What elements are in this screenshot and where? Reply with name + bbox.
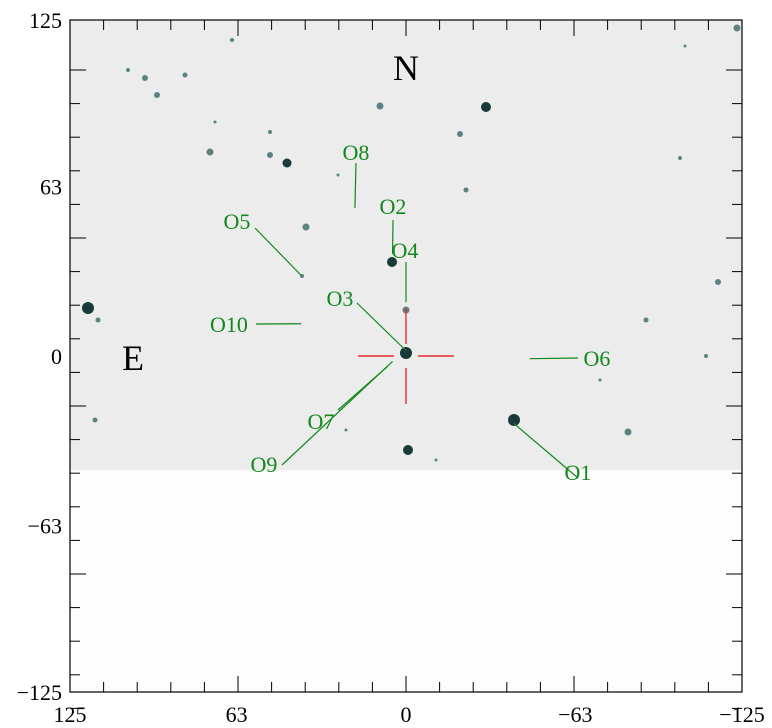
star	[434, 458, 438, 462]
star	[267, 152, 273, 158]
star	[126, 68, 130, 72]
star	[302, 223, 310, 231]
star	[678, 156, 682, 160]
star	[715, 279, 721, 285]
axis-ticks	[69, 20, 743, 709]
object-label-o6: O6	[584, 346, 611, 371]
object-label-o7: O7	[308, 409, 335, 434]
bright-star	[508, 414, 520, 426]
star	[206, 148, 214, 156]
star	[463, 187, 469, 193]
x-tick-label: 63	[226, 702, 248, 727]
star	[598, 378, 602, 382]
bright-star	[282, 158, 292, 168]
star	[376, 102, 384, 110]
star	[154, 92, 160, 98]
background-stars	[82, 24, 741, 462]
object-label-o2: O2	[380, 194, 407, 219]
object-label-o1: O1	[565, 460, 592, 485]
y-tick-label: −125	[17, 680, 62, 705]
x-tick-label: 0	[401, 702, 412, 727]
x-tick-label: 125	[54, 702, 87, 727]
target-crosshair	[358, 308, 454, 404]
compass-east: E	[122, 338, 144, 378]
star	[336, 173, 340, 177]
x-tick-label: −125	[719, 702, 764, 727]
sky-image	[70, 20, 742, 692]
object-label-o5: O5	[224, 209, 251, 234]
leader-line-o1	[513, 422, 579, 479]
star	[213, 120, 217, 124]
leader-line-o8	[354, 162, 357, 209]
leader-line-o9	[281, 360, 393, 466]
y-tick-label: 125	[29, 8, 62, 33]
star	[268, 130, 272, 134]
star	[457, 131, 463, 137]
star	[704, 354, 708, 358]
star	[624, 428, 632, 436]
object-label-o4: O4	[392, 238, 419, 263]
star	[683, 44, 687, 48]
compass-north: N	[393, 48, 419, 88]
bright-star	[403, 445, 413, 455]
star	[142, 75, 148, 81]
x-tick-label: −63	[558, 702, 592, 727]
star	[344, 428, 348, 432]
object-label-o10: O10	[210, 312, 248, 337]
star	[95, 317, 101, 323]
star	[643, 317, 649, 323]
bright-star	[400, 347, 412, 359]
object-label-o8: O8	[343, 140, 370, 165]
y-tick-label: 0	[51, 344, 62, 369]
y-tick-label: 63	[40, 175, 62, 200]
leader-line-o3	[356, 302, 407, 352]
star	[182, 72, 188, 78]
star	[733, 24, 741, 32]
star	[230, 38, 234, 42]
object-label-o9: O9	[251, 452, 278, 477]
object-label-o3: O3	[327, 286, 354, 311]
star	[92, 417, 98, 423]
empty-region	[70, 470, 742, 692]
bright-star	[82, 302, 94, 314]
bright-star	[481, 102, 491, 112]
bright-star	[387, 257, 397, 267]
leader-line-o6	[529, 357, 579, 360]
y-tick-label: −63	[28, 513, 62, 538]
leader-line-o5	[254, 227, 302, 276]
object-annotations: O1 O2 O3 O4 O5 O6 O7 O8 O9 O10	[210, 140, 610, 485]
